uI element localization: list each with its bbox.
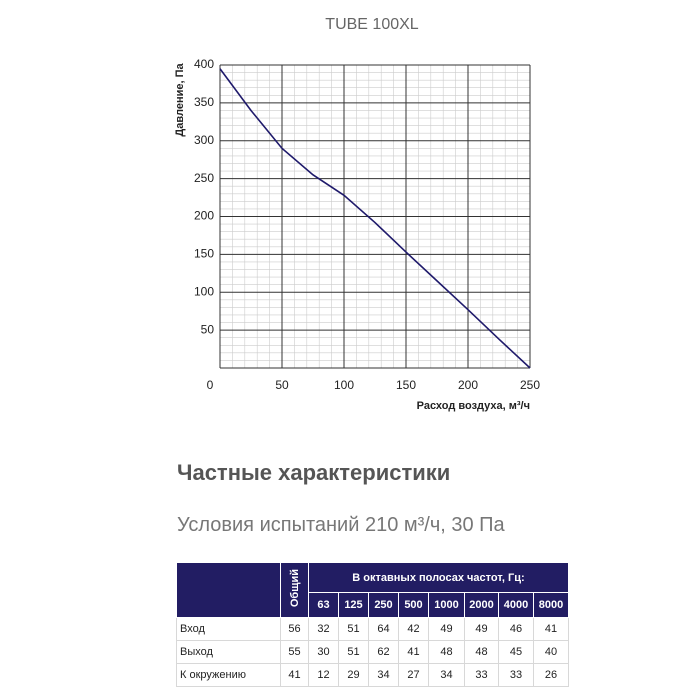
cell: 27 [398,663,429,687]
frequency-header: 63 [308,592,339,618]
cell: 48 [464,640,499,664]
y-tick-label: 400 [194,57,214,71]
frequency-header: 4000 [498,592,534,618]
row-label: Выход [176,640,281,664]
y-tick-label: 200 [194,209,214,223]
cell: 34 [428,663,465,687]
y-tick-label: 50 [201,322,215,336]
header-total: Общий [280,562,309,618]
table-row: К окружению 41 12 29 34 27 34 33 33 26 [176,663,569,687]
cell: 56 [280,617,309,641]
x-tick-label: 200 [458,378,478,392]
x-tick-label: 0 [207,378,214,392]
cell: 51 [338,617,369,641]
cell: 42 [398,617,429,641]
table-row: Выход 55 30 51 62 41 48 48 45 40 [176,640,569,664]
chart: TUBE 100XL Расход воздуха, м³/ч Давление… [174,16,540,412]
x-axis-label: Расход воздуха, м³/ч [417,400,530,412]
y-tick-label: 150 [194,247,214,261]
row-label: Вход [176,617,281,641]
cell: 41 [280,663,309,687]
cell: 40 [533,640,569,664]
section-title: Частные характеристики [177,460,451,485]
y-axis-label: Давление, Па [174,63,186,137]
cell: 41 [398,640,429,664]
table-row: Вход 56 32 51 64 42 49 49 46 41 [176,617,569,641]
frequency-header: 250 [368,592,399,618]
cell: 45 [498,640,534,664]
cell: 49 [464,617,499,641]
y-tick-label: 100 [194,284,214,298]
row-label: К окружению [176,663,281,687]
header-total-text: Общий [288,569,301,608]
cell: 46 [498,617,534,641]
y-tick-label: 250 [194,171,214,185]
frequency-header: 1000 [428,592,465,618]
cell: 33 [498,663,534,687]
cell: 62 [368,640,399,664]
frequency-header: 500 [398,592,429,618]
cell: 12 [308,663,339,687]
test-conditions: Условия испытаний 210 м³/ч, 30 Па [177,514,505,536]
cell: 30 [308,640,339,664]
header-blank [176,562,281,618]
cell: 26 [533,663,569,687]
cell: 41 [533,617,569,641]
x-tick-label: 50 [275,378,289,392]
cell: 48 [428,640,465,664]
cell: 49 [428,617,465,641]
cell: 51 [338,640,369,664]
cell: 32 [308,617,339,641]
frequency-header: 2000 [464,592,499,618]
cell: 33 [464,663,499,687]
cell: 64 [368,617,399,641]
cell: 55 [280,640,309,664]
frequency-header: 8000 [533,592,569,618]
frequency-header: 125 [338,592,369,618]
cell: 34 [368,663,399,687]
x-tick-label: 100 [334,378,354,392]
y-tick-label: 350 [194,95,214,109]
x-tick-label: 250 [520,378,540,392]
cell: 29 [338,663,369,687]
curve [219,68,531,369]
header-bands: В октавных полосах частот, Гц: [308,561,569,594]
chart-title: TUBE 100XL [325,16,418,33]
y-tick-label: 300 [194,133,214,147]
x-tick-label: 150 [396,378,416,392]
noise-table: Общий В октавных полосах частот, Гц: 63 12… [176,561,569,687]
